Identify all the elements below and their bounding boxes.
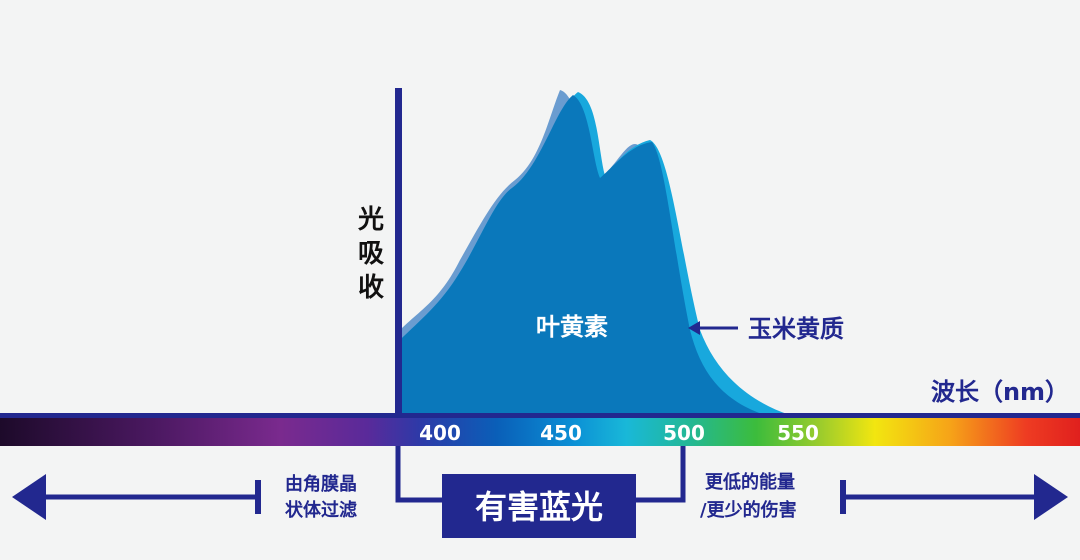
lutein-label: 叶黄素 (536, 313, 608, 341)
wavelength-spectrum-bar (0, 418, 1080, 446)
cornea-filter-text-line-1: 由角膜晶 (285, 473, 357, 495)
lutein-curve (400, 95, 765, 415)
lower-energy-text-line-1: 更低的能量 (705, 471, 795, 493)
y-axis (395, 88, 402, 418)
right-arrow-icon (840, 474, 1068, 520)
tick-label-450: 450 (540, 421, 582, 445)
zeaxanthin-label: 玉米黄质 (748, 315, 844, 343)
y-axis-label-char-2: 吸 (358, 239, 384, 269)
harmful-blue-light-label: 有害蓝光 (475, 488, 603, 526)
tick-label-500: 500 (663, 421, 705, 445)
blue-light-bracket (395, 446, 686, 503)
left-arrow-icon (12, 474, 261, 520)
zeaxanthin-pointer-arrow-icon (688, 321, 738, 335)
cornea-filter-text-line-2: 状体过滤 (285, 499, 357, 521)
tick-label-550: 550 (777, 421, 819, 445)
y-axis-label-char-3: 收 (358, 273, 384, 303)
y-axis-label-char-1: 光 (357, 205, 384, 235)
tick-label-400: 400 (419, 421, 461, 445)
harmful-blue-light-box (442, 474, 636, 538)
spectrum-top-line (0, 413, 1080, 418)
lower-energy-text-line-2: /更少的伤害 (700, 499, 797, 521)
x-axis-label: 波长（nm） (931, 378, 1069, 406)
